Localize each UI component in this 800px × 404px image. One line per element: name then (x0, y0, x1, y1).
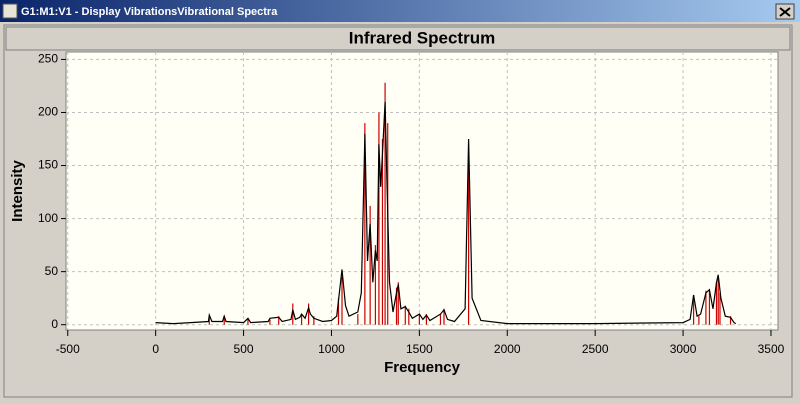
x-tick-label: 2500 (582, 342, 609, 356)
close-button[interactable] (775, 3, 795, 20)
y-tick-label: 50 (45, 264, 59, 278)
x-tick-label: 3500 (758, 342, 785, 356)
x-tick-label: 1500 (406, 342, 433, 356)
plot-area (65, 51, 779, 331)
window-icon (2, 3, 18, 19)
x-tick-label: -500 (56, 342, 80, 356)
window-title: G1:M1:V1 - Display VibrationsVibrational… (21, 6, 278, 18)
x-tick-label: 3000 (670, 342, 697, 356)
y-tick-label: 200 (38, 105, 58, 119)
x-tick-label: 0 (152, 342, 159, 356)
y-tick-label: 0 (51, 317, 58, 331)
x-axis-label: Frequency (384, 359, 461, 376)
x-tick-label: 500 (234, 342, 254, 356)
spectrum-curve (155, 101, 737, 325)
chart-title-bar (5, 26, 791, 51)
x-tick-label: 1000 (318, 342, 345, 356)
y-axis-label: Intensity (9, 160, 26, 222)
y-tick-label: 250 (38, 52, 58, 66)
x-tick-label: 2000 (494, 342, 521, 356)
title-bar (0, 0, 800, 22)
y-tick-label: 150 (38, 158, 58, 172)
y-tick-label: 100 (38, 211, 58, 225)
chart-title: Infrared Spectrum (349, 28, 495, 47)
